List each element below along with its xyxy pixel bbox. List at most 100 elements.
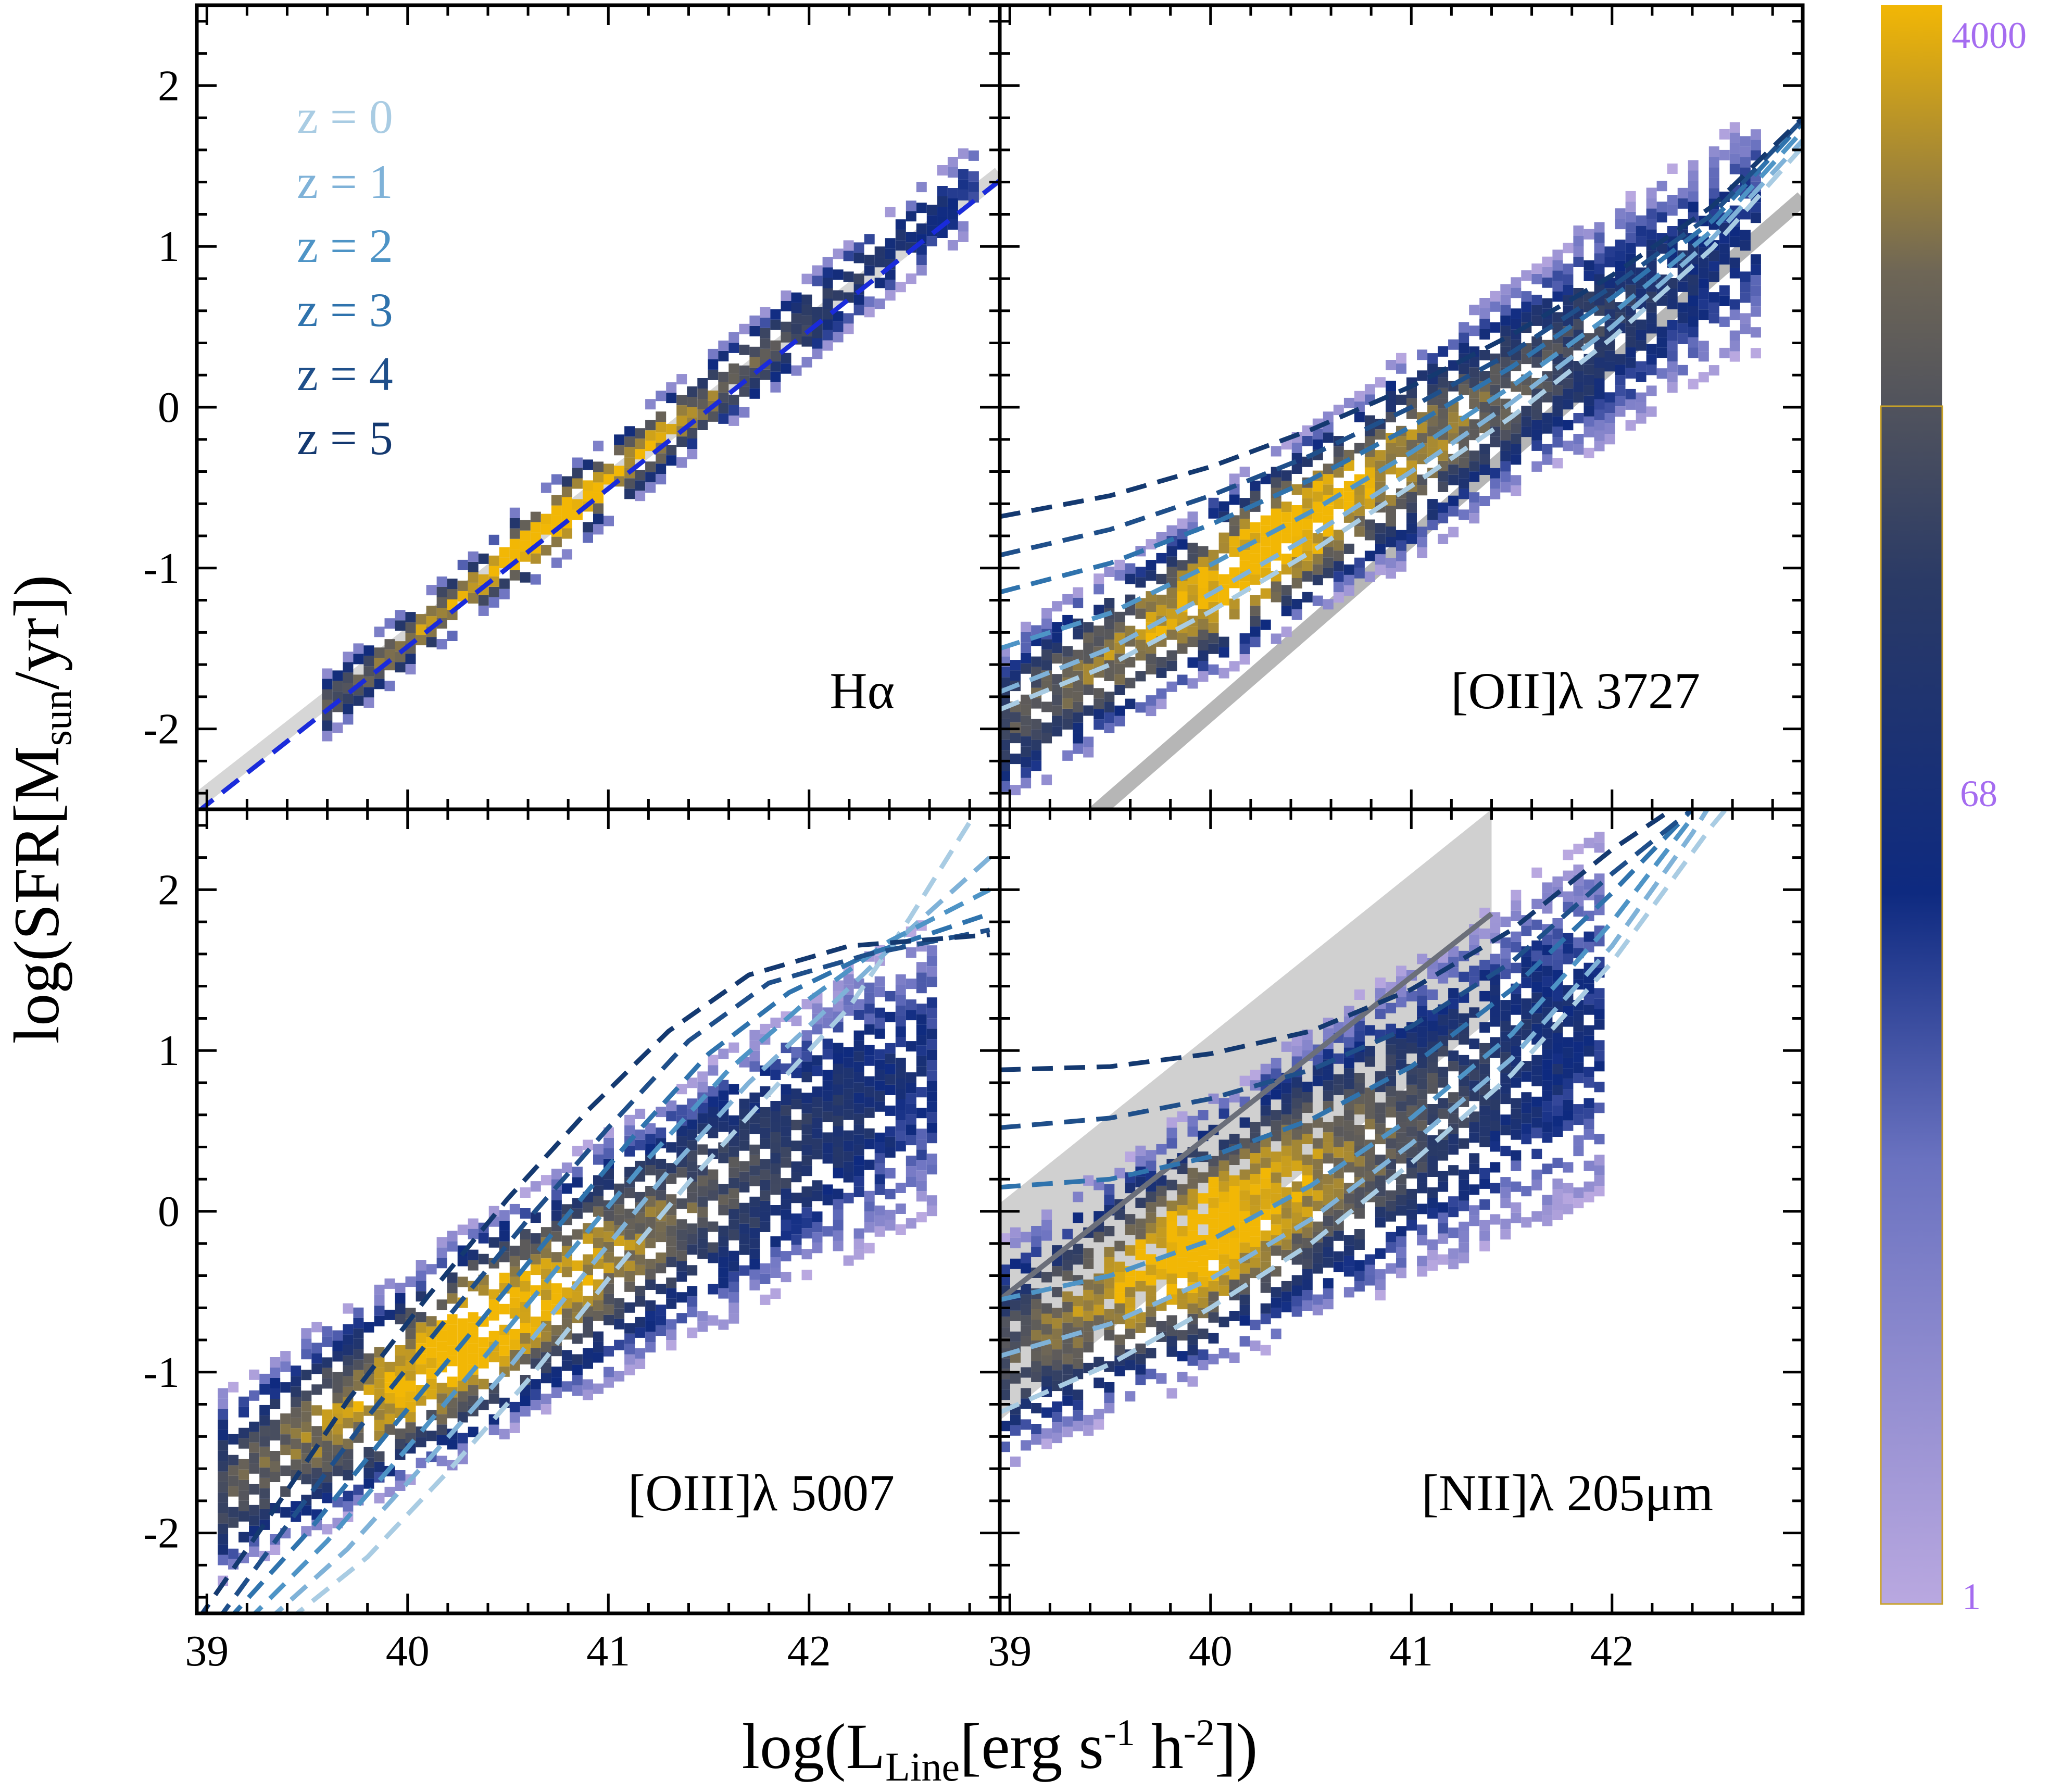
legend-entry-z1: z = 1 [297, 155, 393, 208]
density-cell [1166, 1117, 1177, 1128]
density-cell [1438, 1046, 1449, 1057]
density-cell [1094, 688, 1104, 699]
density-cell [322, 1440, 333, 1451]
density-cell [583, 1327, 593, 1338]
density-cell [301, 1349, 312, 1360]
density-cell [218, 1555, 229, 1565]
density-cell [624, 1281, 635, 1292]
density-cell [1052, 1433, 1063, 1444]
density-cell [1052, 601, 1063, 612]
density-cell [1573, 434, 1584, 444]
density-cell [1343, 397, 1354, 408]
density-cell [1375, 1269, 1386, 1280]
density-cell [561, 1267, 572, 1277]
density-cell [280, 1445, 291, 1456]
density-cell [457, 1401, 468, 1412]
density-cell [1427, 1260, 1438, 1271]
density-cell [822, 1195, 833, 1206]
density-cell [1250, 522, 1261, 533]
density-cell [551, 474, 562, 485]
density-cell [1010, 1414, 1021, 1425]
density-cell [645, 1165, 656, 1175]
density-cell [1375, 1196, 1386, 1207]
density-cell [645, 1238, 656, 1248]
density-cell [1229, 1186, 1240, 1196]
density-cell [1343, 543, 1354, 554]
density-cell [551, 1252, 562, 1263]
density-cell [635, 1317, 646, 1327]
density-cell [1021, 1284, 1032, 1295]
density-cell [1584, 1077, 1594, 1088]
density-cell [1239, 1273, 1250, 1284]
density-cell [874, 1153, 885, 1164]
density-cell [822, 267, 833, 278]
density-cell [447, 1345, 458, 1356]
density-cell [1062, 687, 1073, 698]
density-cell [1531, 273, 1542, 284]
density-cell [916, 1045, 927, 1056]
density-cell [1573, 1010, 1584, 1021]
density-cell [1490, 985, 1501, 996]
density-cell [1531, 898, 1542, 909]
density-cell [624, 447, 635, 458]
density-cell [488, 586, 499, 597]
density-cell [1500, 1042, 1511, 1052]
density-cell [1552, 291, 1563, 302]
density-cell [1156, 1258, 1167, 1269]
relation-line-z5 [199, 932, 990, 1613]
density-cell [1302, 1207, 1313, 1217]
density-cell [1260, 619, 1271, 630]
density-cell [687, 1109, 698, 1120]
density-cell [1146, 1150, 1157, 1161]
density-cell [1594, 1155, 1605, 1166]
density-cell [864, 1222, 875, 1233]
density-cell [1333, 405, 1344, 416]
density-cell [520, 1333, 531, 1344]
density-cell [1104, 1226, 1115, 1236]
density-cell [843, 995, 854, 1006]
density-cell [1584, 270, 1594, 281]
density-cell [1719, 316, 1730, 327]
density-cell [728, 1313, 739, 1324]
density-cell [1386, 1107, 1396, 1118]
density-cell [728, 1084, 739, 1095]
density-cell [1531, 305, 1542, 316]
density-cell [604, 1137, 614, 1148]
density-cell [1312, 1169, 1323, 1180]
density-cell [895, 219, 906, 230]
density-cell [885, 1188, 896, 1199]
density-cell [728, 363, 739, 374]
density-cell [291, 1397, 301, 1408]
density-cell [1000, 1421, 1010, 1432]
density-cell [1104, 1247, 1115, 1257]
density-cell [1677, 312, 1688, 323]
density-cell [1114, 674, 1125, 685]
density-cell [384, 639, 395, 650]
density-cell [1364, 436, 1375, 447]
density-cell [1531, 440, 1542, 451]
density-cell [1573, 1042, 1584, 1052]
density-cell [1125, 1245, 1136, 1256]
density-cell [1427, 989, 1438, 1000]
density-cell [499, 588, 510, 599]
density-cell [353, 1359, 364, 1370]
density-cell [1479, 298, 1490, 308]
density-cell [1021, 1252, 1032, 1263]
density-cell [645, 1259, 656, 1269]
density-cell [1333, 1084, 1344, 1095]
density-cell [728, 1167, 739, 1178]
density-cell [1114, 1240, 1125, 1251]
density-cell [1229, 567, 1240, 578]
density-cell [906, 947, 916, 958]
density-cell [1417, 1079, 1428, 1089]
density-cell [1573, 382, 1584, 392]
relation-line-z1 [1000, 809, 1711, 1359]
density-cell [1490, 1214, 1501, 1225]
density-cell [1021, 705, 1032, 716]
density-cell [488, 1393, 499, 1404]
density-cell [843, 323, 854, 334]
density-cell [624, 488, 635, 499]
density-cell [749, 1165, 760, 1176]
density-cell [1511, 1098, 1522, 1109]
density-cell [833, 1074, 844, 1085]
